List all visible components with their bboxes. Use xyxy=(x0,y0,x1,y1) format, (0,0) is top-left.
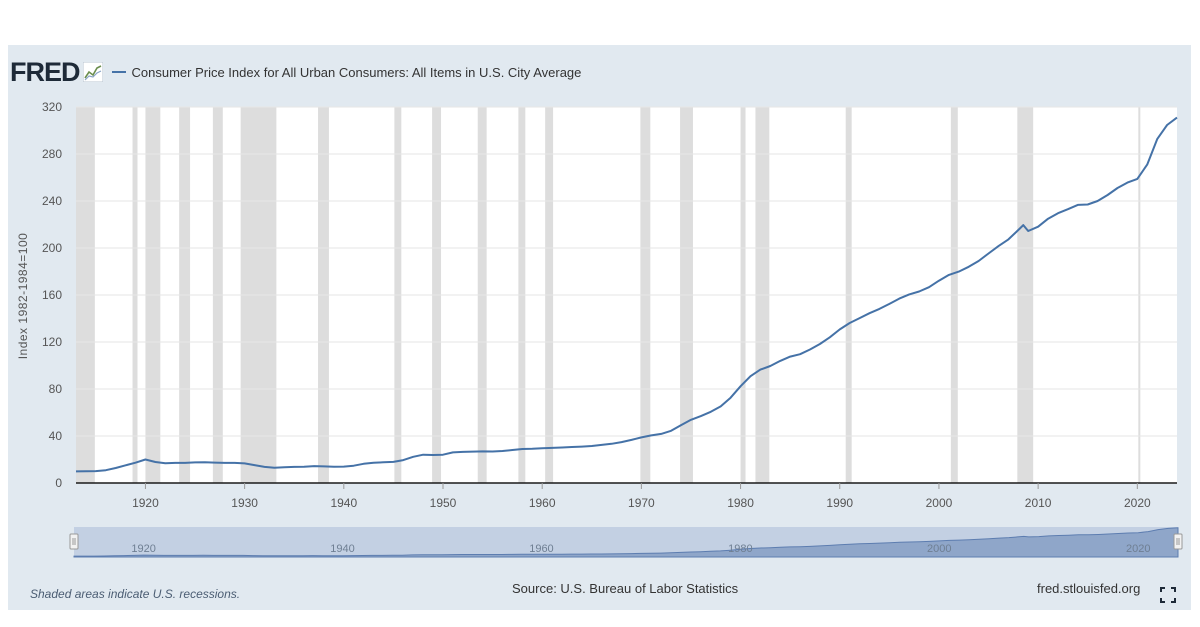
legend-label: Consumer Price Index for All Urban Consu… xyxy=(131,64,582,80)
x-tick-label: 2020 xyxy=(1124,496,1151,510)
navigator-left-handle[interactable] xyxy=(69,533,79,550)
y-tick-label: 240 xyxy=(42,194,62,208)
x-tick-label: 1920 xyxy=(132,496,159,510)
legend-swatch xyxy=(111,71,126,73)
y-tick-label: 160 xyxy=(42,288,62,302)
fred-graph-icon xyxy=(82,62,103,82)
x-tick-label: 1990 xyxy=(826,496,853,510)
navigator-label: 1920 xyxy=(131,543,155,555)
navigator-label: 1980 xyxy=(728,543,752,555)
fullscreen-icon[interactable] xyxy=(1160,587,1176,603)
x-tick-label: 1970 xyxy=(628,496,655,510)
chart-header: FRED Consumer Price Index for All Urban … xyxy=(10,56,582,87)
fred-logo[interactable]: FRED xyxy=(10,56,80,87)
x-axis-ticks: 1920 1930 1940 1950 1960 1970 1980 1990 2000 2010… xyxy=(132,483,1151,510)
series-line xyxy=(75,116,1178,473)
x-tick-label: 2010 xyxy=(1025,496,1052,510)
x-tick-label: 1940 xyxy=(330,496,357,510)
source-text: Source: U.S. Bureau of Labor Statistics xyxy=(512,581,739,596)
recession-note: Shaded areas indicate U.S. recessions. xyxy=(30,587,241,601)
x-tick-label: 1950 xyxy=(430,496,457,510)
navigator-label: 1940 xyxy=(330,543,354,555)
range-navigator[interactable]: 1920 1940 1960 1980 2000 2020 xyxy=(69,527,1183,558)
y-tick-label: 280 xyxy=(42,147,62,161)
x-tick-label: 1960 xyxy=(529,496,556,510)
y-tick-label: 40 xyxy=(49,429,63,443)
y-tick-label: 200 xyxy=(42,241,62,255)
y-tick-label: 320 xyxy=(42,100,62,114)
y-tick-label: 120 xyxy=(42,335,62,349)
x-tick-label: 1930 xyxy=(231,496,258,510)
series-layer xyxy=(75,116,1178,473)
navigator-label: 2020 xyxy=(1126,543,1150,555)
navigator-right-handle[interactable] xyxy=(1173,533,1183,550)
y-axis-ticks: 0 40 80 120 160 200 240 280 320 xyxy=(42,100,62,490)
y-tick-label: 0 xyxy=(55,476,62,490)
gridlines xyxy=(76,106,1177,484)
legend[interactable]: Consumer Price Index for All Urban Consu… xyxy=(111,64,582,80)
fred-url-link[interactable]: fred.stlouisfed.org xyxy=(1037,581,1141,596)
y-axis-label: Index 1982-1984=100 xyxy=(16,233,30,360)
navigator-series-area xyxy=(73,527,1179,558)
x-tick-label: 2000 xyxy=(926,496,953,510)
navigator-label: 2000 xyxy=(927,543,951,555)
navigator-label: 1960 xyxy=(529,543,553,555)
x-tick-label: 1980 xyxy=(727,496,754,510)
y-tick-label: 80 xyxy=(49,382,63,396)
